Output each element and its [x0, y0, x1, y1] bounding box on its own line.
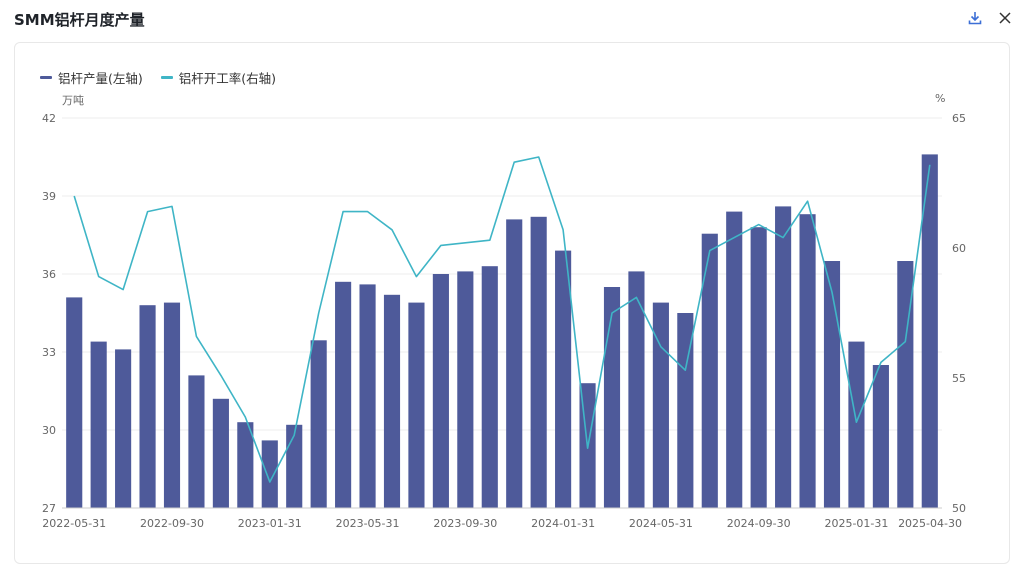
bar [799, 214, 816, 508]
operating-rate-line [73, 156, 931, 483]
download-icon[interactable] [965, 8, 985, 28]
bar [897, 261, 914, 508]
bar [408, 302, 425, 508]
bar [872, 365, 889, 508]
legend-label-production: 铝杆产量(左轴) [58, 71, 143, 86]
bar [66, 297, 83, 508]
right-axis-unit: % [935, 92, 946, 105]
x-tick-label: 2022-05-31 [42, 517, 106, 530]
bar [237, 422, 254, 508]
bar [335, 281, 352, 508]
bar [726, 211, 743, 508]
bar [383, 294, 401, 508]
legend-item-production[interactable]: 铝杆产量(左轴) [40, 68, 143, 87]
bar [555, 250, 572, 508]
y-right-tick-label: 50 [952, 502, 966, 515]
bar [775, 206, 792, 508]
bar [457, 271, 474, 508]
bar [701, 233, 718, 508]
bar [115, 349, 132, 508]
legend: 铝杆产量(左轴) 铝杆开工率(右轴) [40, 68, 276, 87]
bar [286, 424, 303, 508]
bar [310, 340, 327, 508]
chart-title: SMM铝杆月度产量 [14, 11, 145, 29]
bar [506, 219, 523, 508]
x-tick-label: 2024-01-31 [531, 517, 595, 530]
close-icon[interactable] [995, 8, 1015, 28]
bar [750, 227, 767, 508]
bar [677, 313, 694, 508]
y-left-tick-label: 39 [42, 190, 56, 203]
bar [848, 341, 865, 508]
x-tick-label: 2022-09-30 [140, 517, 204, 530]
y-left-tick-label: 36 [42, 268, 56, 281]
y-right-tick-label: 60 [952, 242, 966, 255]
bar [90, 341, 107, 508]
x-tick-label: 2023-09-30 [433, 517, 497, 530]
y-right-tick-label: 65 [952, 112, 966, 125]
legend-swatch-bar [40, 76, 52, 79]
y-right-tick-label: 55 [952, 372, 966, 385]
bar [359, 284, 376, 508]
legend-label-operating-rate: 铝杆开工率(右轴) [178, 71, 277, 86]
bar [603, 287, 621, 508]
y-left-tick-label: 33 [42, 346, 56, 359]
bar [481, 266, 498, 508]
x-tick-label: 2025-01-31 [824, 517, 888, 530]
legend-item-operating-rate[interactable]: 铝杆开工率(右轴) [160, 68, 277, 87]
bar [823, 261, 841, 508]
bar [432, 274, 449, 508]
x-tick-label: 2023-05-31 [336, 517, 400, 530]
x-tick-label: 2024-09-30 [727, 517, 791, 530]
bar [212, 398, 229, 508]
y-left-tick-label: 27 [42, 502, 56, 515]
bar [652, 302, 669, 508]
bar [261, 440, 278, 508]
bar [163, 302, 181, 508]
x-tick-label: 2024-05-31 [629, 517, 693, 530]
legend-swatch-line [160, 76, 173, 79]
x-tick-label: 2023-01-31 [238, 517, 302, 530]
left-axis-unit: 万吨 [62, 94, 84, 107]
bar [188, 375, 205, 508]
bar [628, 271, 645, 508]
y-left-tick-label: 42 [42, 112, 56, 125]
chart-plot: 27 30 33 36 39 42 50 55 60 65 2022-05-31 2022-09-30… [42, 112, 966, 530]
bar [139, 305, 156, 508]
bar [530, 216, 547, 509]
bar [921, 154, 938, 508]
y-left-tick-label: 30 [42, 424, 56, 437]
x-tick-label: 2025-04-30 [898, 517, 962, 530]
